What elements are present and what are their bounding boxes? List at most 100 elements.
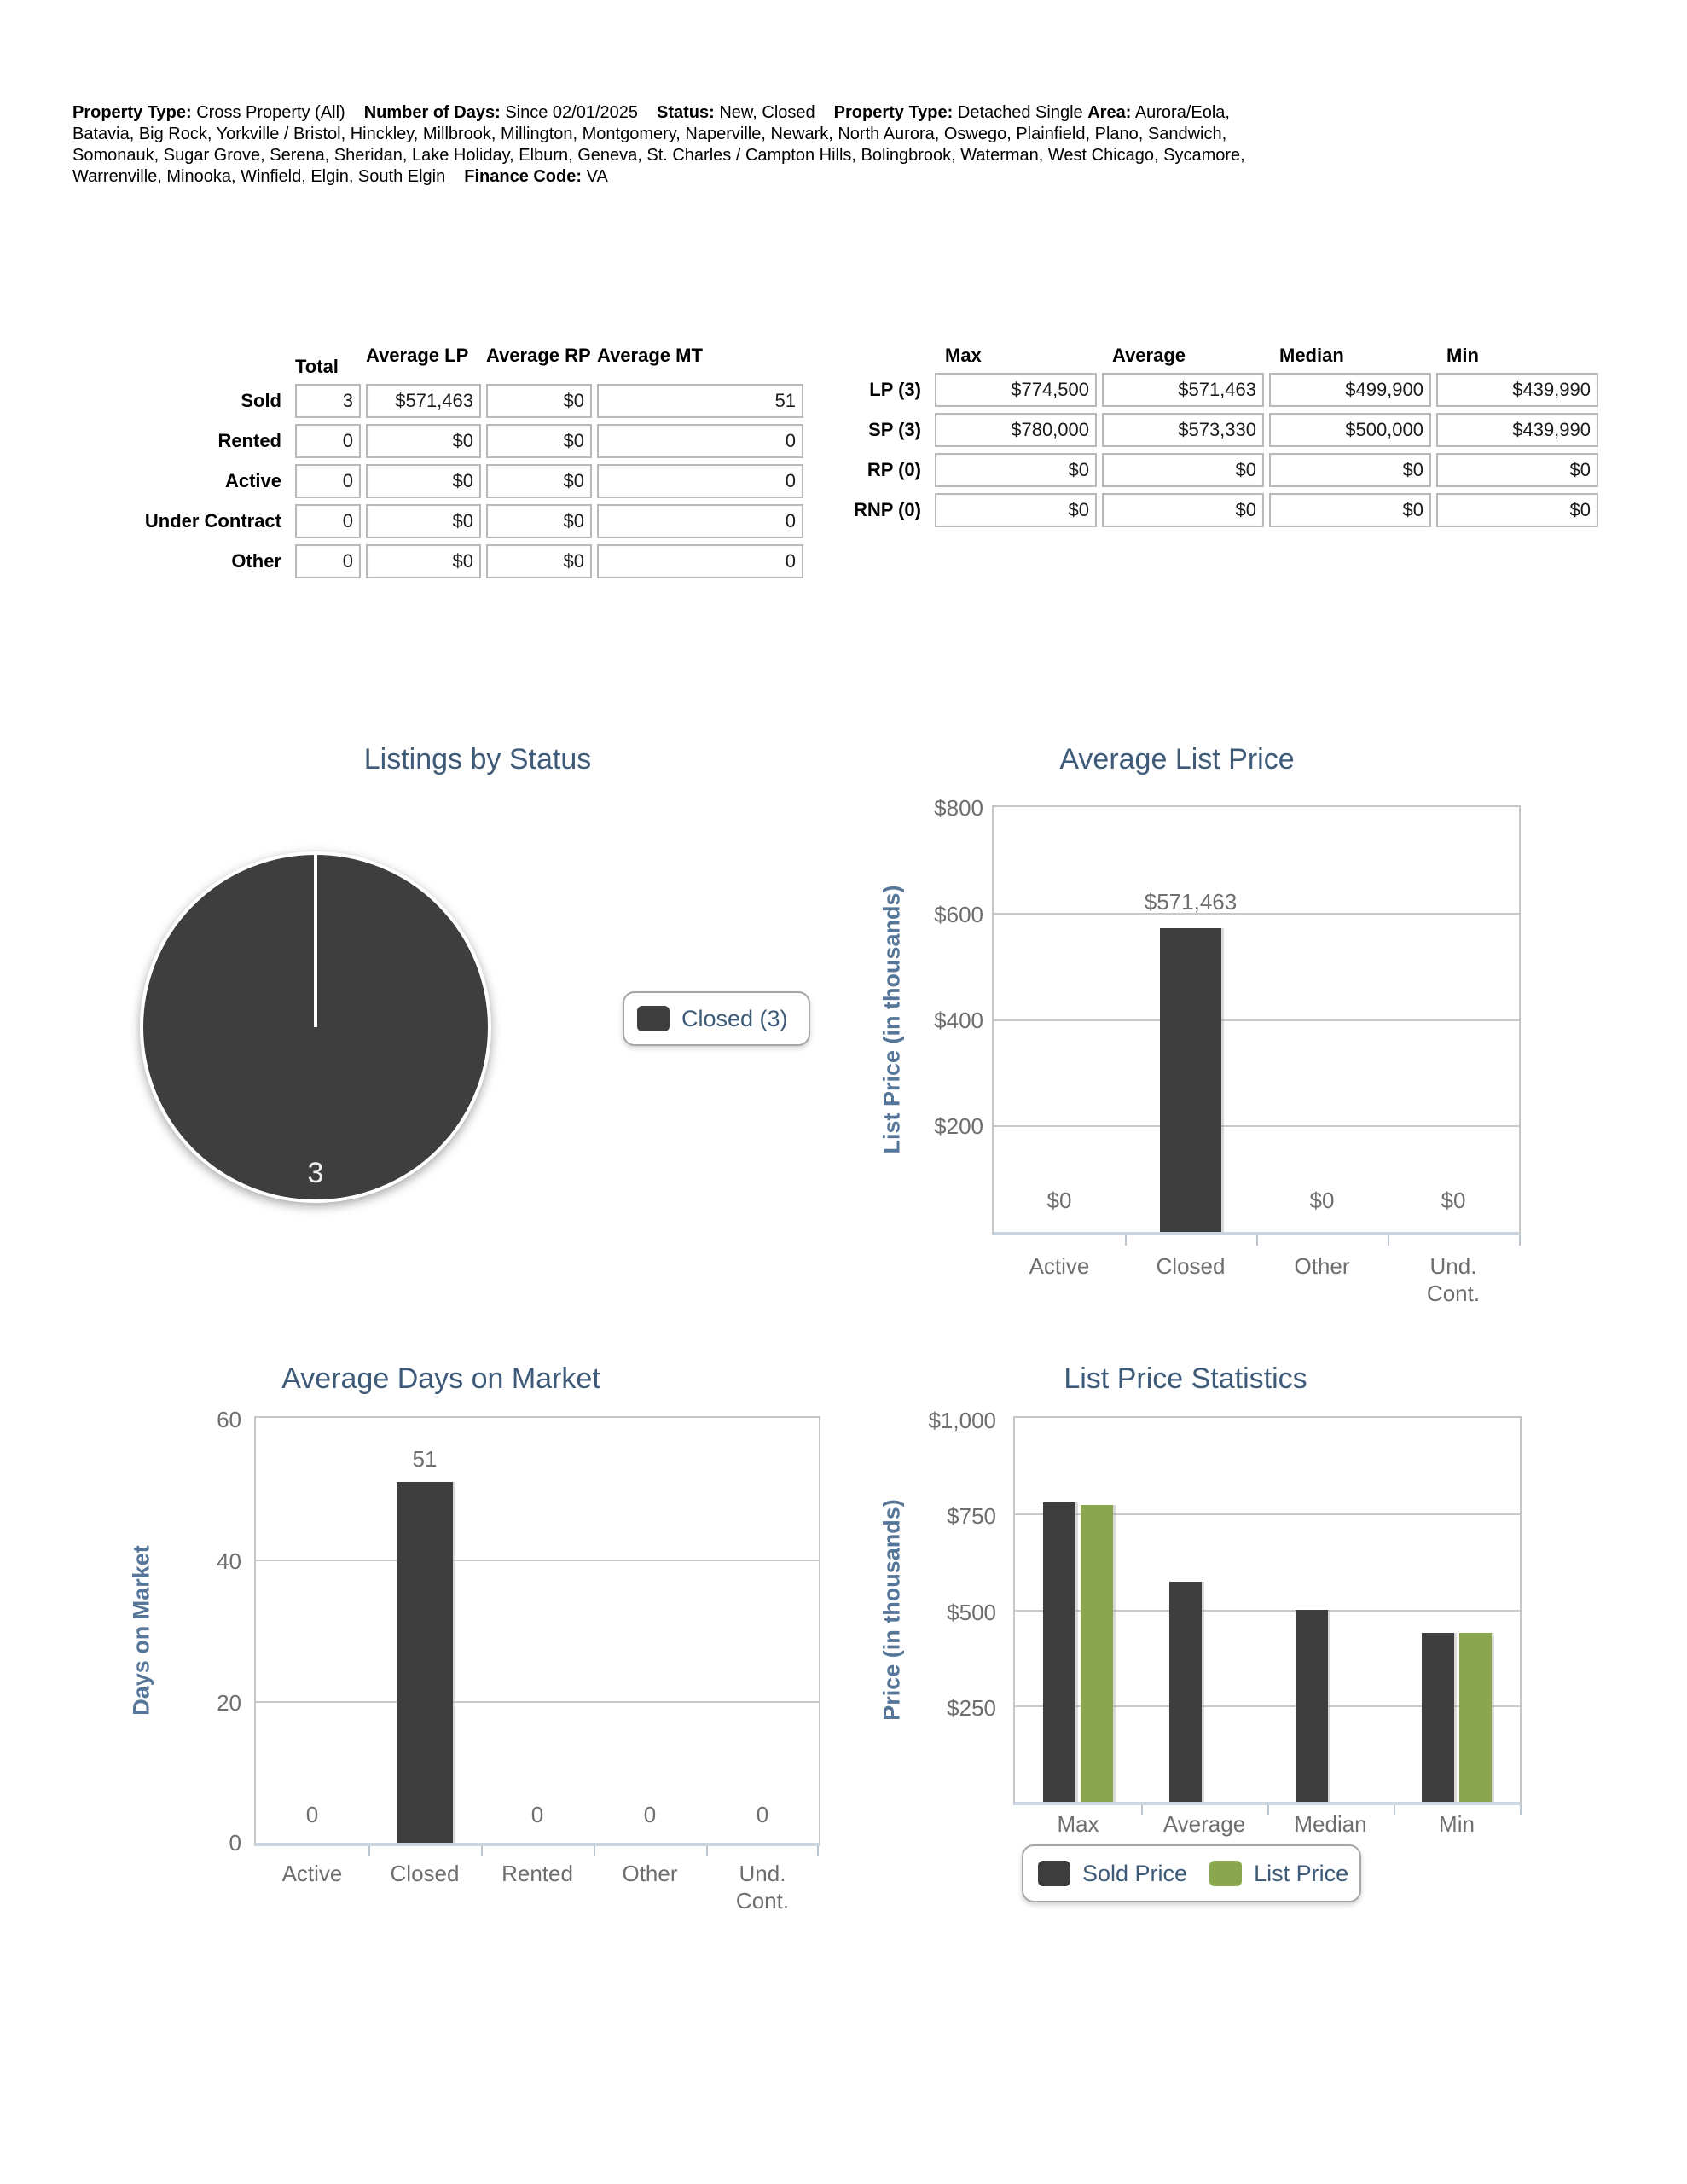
table-cell: $0: [1269, 453, 1431, 487]
adom-y-tick: 20: [217, 1690, 241, 1716]
lps-x-tick-label: Average: [1162, 1811, 1246, 1837]
lps-y-tick: $250: [947, 1695, 996, 1721]
alp-bar-value-label: $571,463: [1144, 889, 1238, 915]
table-cell: $0: [486, 384, 592, 418]
table-cell: $0: [1436, 453, 1598, 487]
alp-y-tick: $800: [934, 795, 983, 821]
row-label: Rented: [217, 430, 281, 451]
adom-chart-title: Average Days on Market: [281, 1362, 600, 1395]
table-cell: $0: [935, 493, 1097, 527]
table-cell: $0: [486, 544, 592, 578]
table-cell: $439,990: [1436, 373, 1598, 407]
lps-legend: Sold Price List Price: [1022, 1844, 1361, 1902]
axis-tick: [1141, 1805, 1143, 1815]
column-header: Average LP: [366, 345, 469, 366]
table-cell: $573,330: [1102, 413, 1264, 447]
lps-x-tick-label: Max: [1057, 1811, 1099, 1837]
adom-bar-closed: [397, 1482, 453, 1843]
pie-value-label: 3: [308, 1157, 324, 1189]
row-label: Other: [231, 550, 281, 572]
filter-value: Cross Property (All): [196, 103, 345, 122]
table-cell: 0: [597, 464, 803, 498]
pie-chart-title: Listings by Status: [363, 743, 592, 775]
legend-label: Sold Price: [1082, 1860, 1188, 1886]
alp-y-tick: $400: [934, 1008, 983, 1033]
axis-tick: [1256, 1235, 1258, 1246]
axis-tick: [1519, 1235, 1521, 1246]
table-cell: $0: [366, 424, 481, 458]
axis-tick: [1267, 1805, 1269, 1815]
table-cell: $0: [366, 464, 481, 498]
adom-x-tick-label: Rented: [501, 1861, 573, 1886]
lps-y-tick: $750: [947, 1503, 996, 1529]
axis-tick: [481, 1846, 483, 1856]
legend-swatch-list-price: [1209, 1861, 1243, 1886]
filter-value: Detached Single: [957, 103, 1083, 122]
gridline: [994, 913, 1519, 915]
table-cell: $0: [486, 504, 592, 538]
filter-label: Number of Days:: [363, 103, 501, 122]
table-cell: $439,990: [1436, 413, 1598, 447]
row-label: LP (3): [869, 379, 921, 400]
legend-swatch-closed: [637, 1006, 670, 1031]
table-cell: $0: [366, 504, 481, 538]
table-cell: $0: [366, 544, 481, 578]
adom-x-tick-label: Und. Cont.: [735, 1861, 790, 1914]
adom-x-tick-label: Other: [622, 1861, 678, 1886]
table-cell: 0: [295, 424, 361, 458]
price-summary-table: Max Average Median Min LP (3) $774,500 $…: [840, 345, 1598, 527]
lps-chart-title: List Price Statistics: [1064, 1362, 1307, 1395]
gridline: [994, 1125, 1519, 1127]
lps-sold-bar-median: [1296, 1610, 1328, 1802]
adom-y-tick: 0: [229, 1830, 241, 1856]
adom-zero-label: 0: [643, 1802, 657, 1827]
gridline: [1015, 1513, 1520, 1515]
table-cell: $499,900: [1269, 373, 1431, 407]
filter-label: Area:: [1087, 103, 1132, 122]
adom-plot-area: 51 0 0 0 0: [254, 1416, 820, 1846]
status-summary-table: Total Average LP Average RP Average MT S…: [96, 345, 803, 578]
alp-bar-closed: [1160, 928, 1221, 1232]
column-header: Total: [295, 356, 339, 377]
filter-value: Aurora/Eola, Batavia, Big Rock, Yorkvill…: [72, 103, 1245, 186]
table-cell: $0: [1102, 453, 1264, 487]
table-cell: $0: [935, 453, 1097, 487]
legend-label: List Price: [1254, 1860, 1349, 1886]
axis-tick: [594, 1846, 595, 1856]
table-cell: $774,500: [935, 373, 1097, 407]
row-label: Sold: [241, 390, 281, 411]
row-label: Active: [224, 470, 281, 491]
lps-list-bar-min: [1459, 1633, 1492, 1802]
table-cell: $0: [486, 424, 592, 458]
column-header: Median: [1279, 345, 1344, 366]
adom-y-tick: 40: [217, 1548, 241, 1574]
alp-x-tick-label: Closed: [1156, 1253, 1226, 1279]
row-label: SP (3): [868, 419, 921, 440]
axis-tick: [1394, 1805, 1395, 1815]
alp-x-tick-label: Und. Cont.: [1426, 1253, 1481, 1306]
pie-chart-listings-by-status: 3: [140, 851, 491, 1203]
column-header: Average MT: [597, 345, 703, 366]
lps-y-tick: $1,000: [928, 1408, 996, 1433]
filter-label: Property Type:: [72, 103, 192, 122]
filter-label: Finance Code:: [464, 167, 583, 186]
lps-plot-area: [1013, 1416, 1522, 1805]
table-cell: $0: [1269, 493, 1431, 527]
adom-x-tick-label: Active: [281, 1861, 343, 1886]
axis-tick: [1520, 1805, 1522, 1815]
filter-value: New, Closed: [719, 103, 815, 122]
lps-sold-bar-average: [1169, 1582, 1202, 1802]
table-cell: $0: [486, 464, 592, 498]
adom-x-tick-label: Closed: [390, 1861, 460, 1886]
table-cell: 0: [597, 424, 803, 458]
axis-tick: [817, 1846, 819, 1856]
axis-tick: [1388, 1235, 1389, 1246]
alp-y-tick: $200: [934, 1113, 983, 1139]
alp-plot-area: $571,463 $0 $0 $0: [992, 805, 1521, 1235]
lps-x-tick-label: Min: [1439, 1811, 1475, 1837]
adom-bar-value-label: 51: [412, 1446, 438, 1472]
adom-zero-label: 0: [756, 1802, 769, 1827]
filter-value: Since 02/01/2025: [505, 103, 638, 122]
column-header: Average: [1112, 345, 1186, 366]
table-cell: 0: [295, 544, 361, 578]
